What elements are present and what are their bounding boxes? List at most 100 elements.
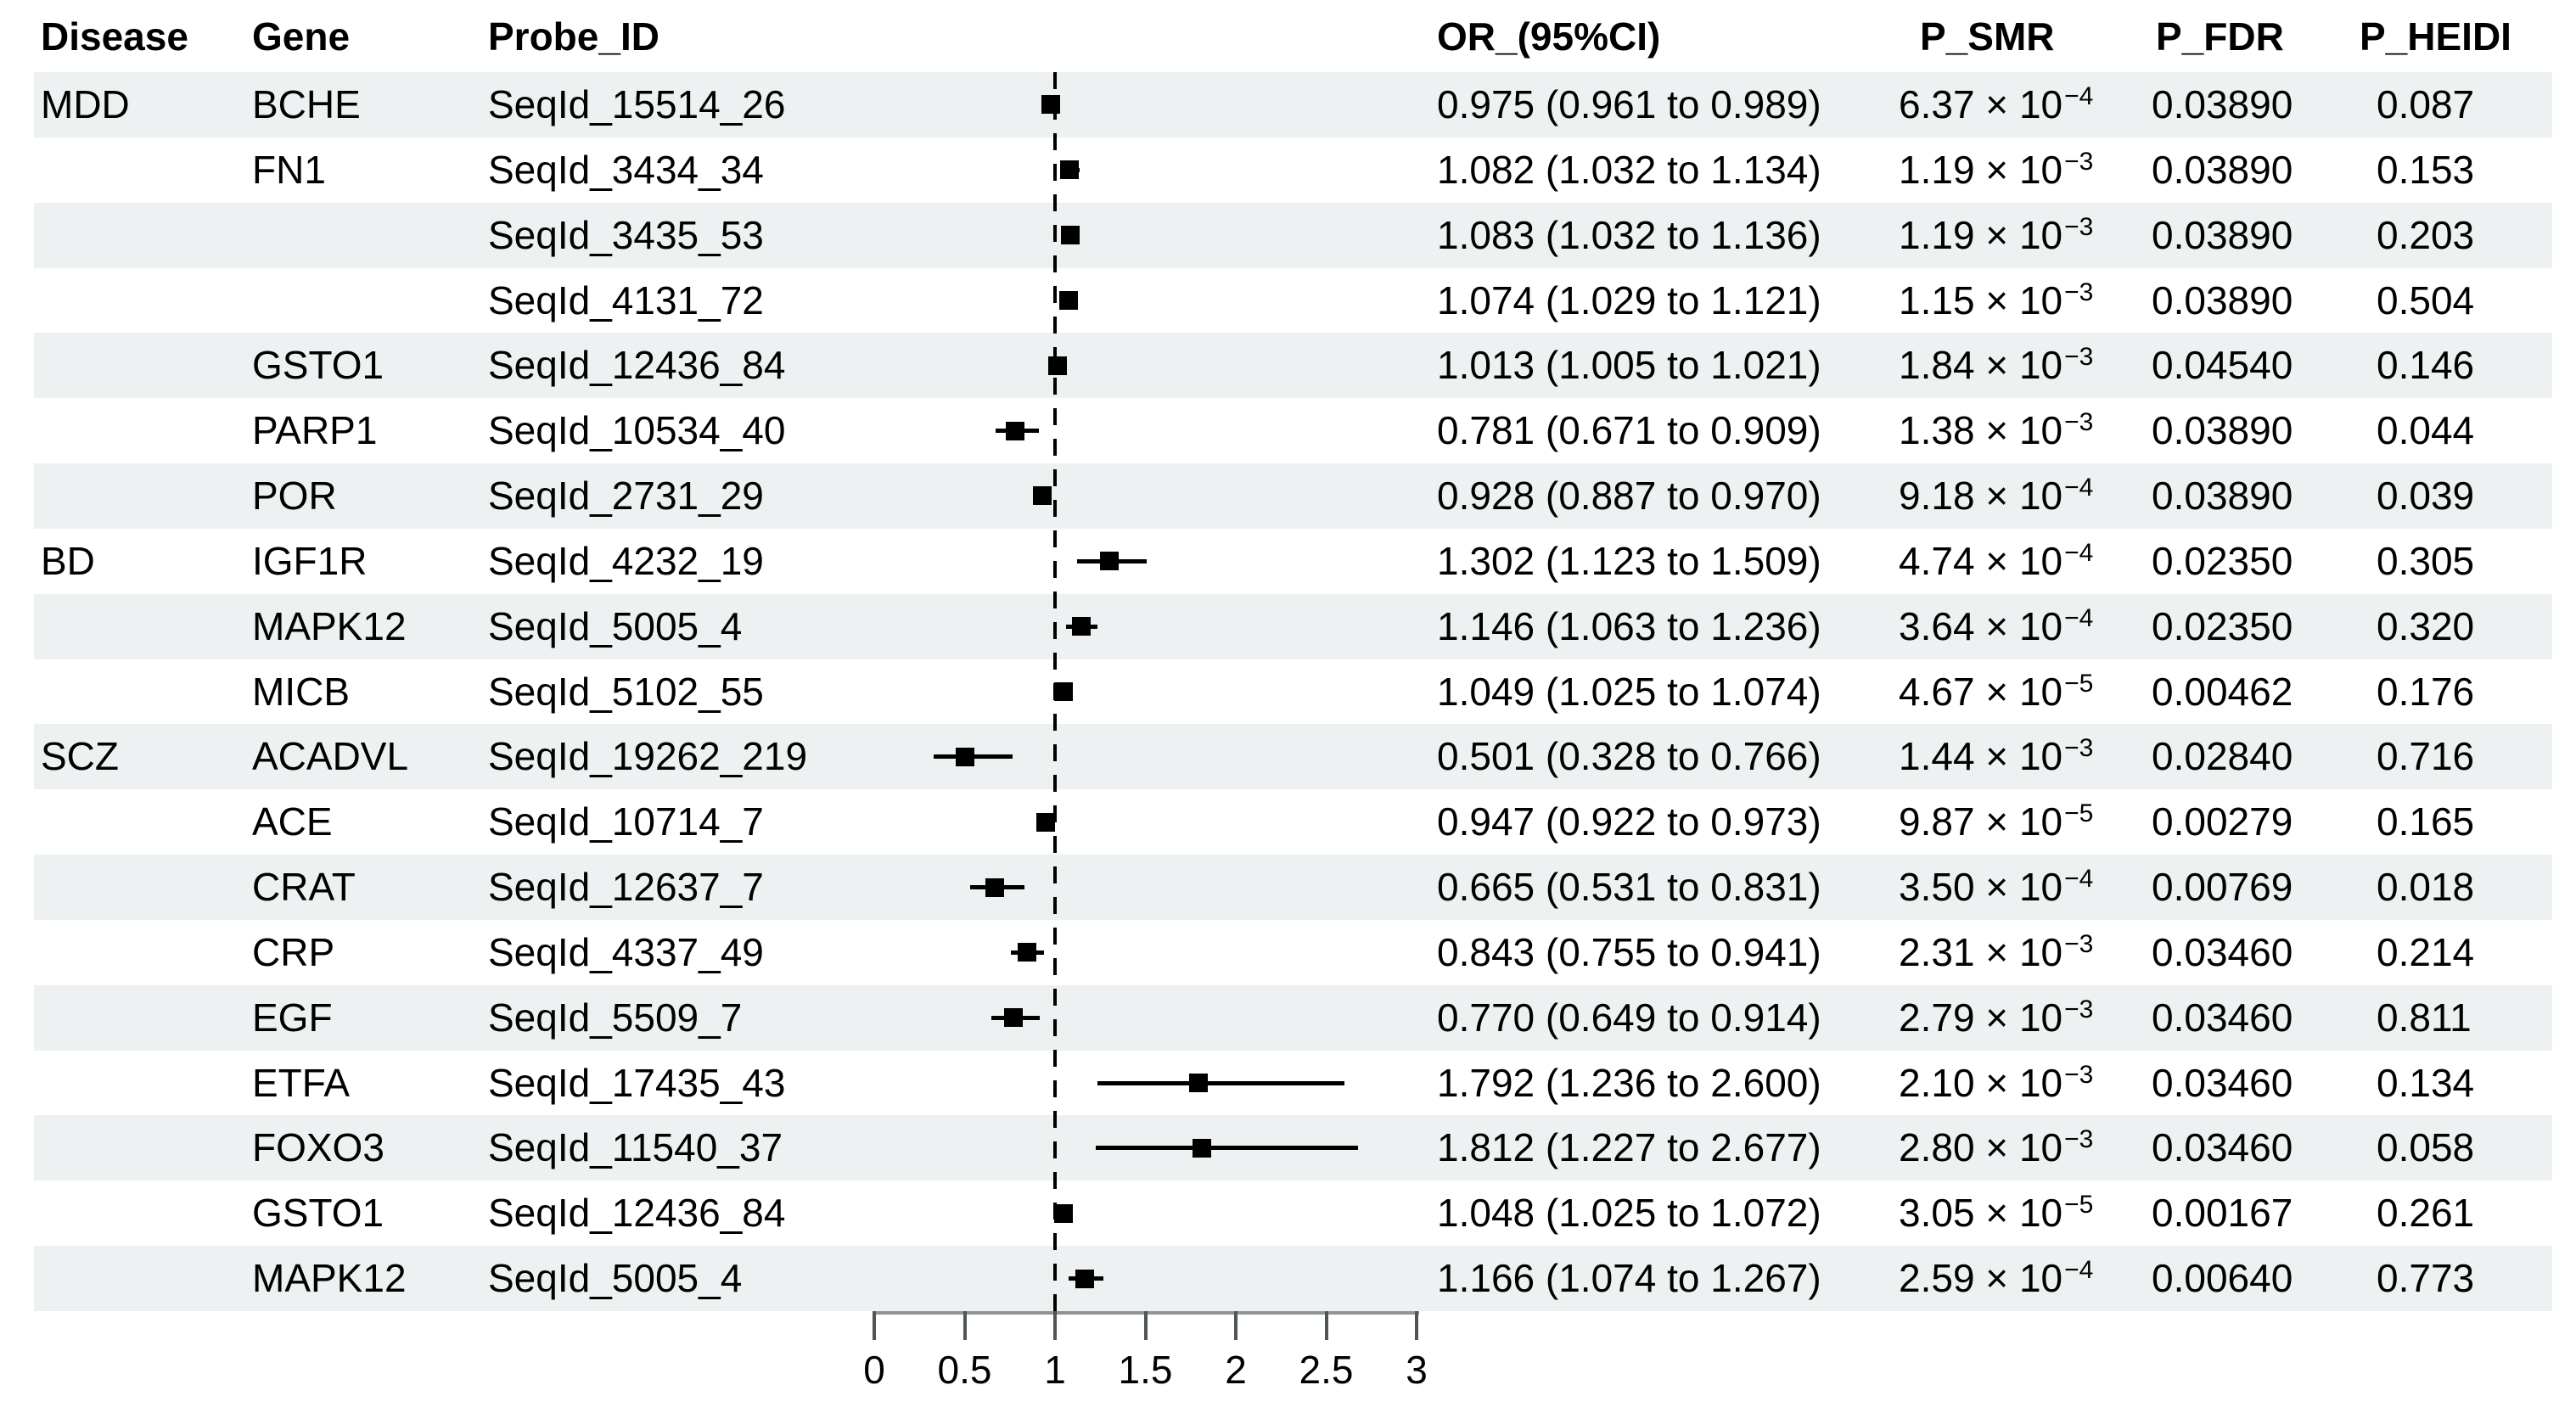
- table-row: FOXO3 SeqId_11540_37 1.812 (1.227 to 2.677…: [0, 1115, 2576, 1181]
- p-fdr-cell: 0.04540: [2152, 343, 2293, 388]
- p-smr-cell: 2.31 × 10−3: [1899, 920, 2093, 985]
- p-fdr-cell: 0.03460: [2152, 995, 2293, 1040]
- p-heidi-cell: 0.176: [2377, 669, 2475, 714]
- forest-plot-cell: [874, 268, 1417, 334]
- reference-line: [1053, 72, 1057, 1311]
- or-ci-cell: 0.781 (0.671 to 0.909): [1437, 408, 1821, 453]
- probe-id-cell: SeqId_3434_34: [488, 147, 764, 192]
- or-ci-cell: 0.975 (0.961 to 0.989): [1437, 82, 1821, 126]
- p-smr-base: 6.37 × 10: [1899, 82, 2063, 126]
- p-heidi-cell: 0.146: [2377, 343, 2475, 388]
- disease-cell: MDD: [41, 82, 130, 126]
- row-shade: [34, 724, 2552, 790]
- p-smr-exponent: −3: [2064, 278, 2094, 306]
- p-smr-exponent: −5: [2064, 799, 2094, 828]
- p-smr-base: 9.18 × 10: [1899, 474, 2063, 519]
- x-axis-tick: [1234, 1311, 1237, 1340]
- p-smr-base: 2.10 × 10: [1899, 1060, 2063, 1105]
- or-marker: [1188, 1074, 1208, 1093]
- or-ci-cell: 1.792 (1.236 to 2.600): [1437, 1060, 1821, 1105]
- forest-plot-cell: [874, 1051, 1417, 1116]
- or-ci-cell: 1.074 (1.029 to 1.121): [1437, 278, 1821, 322]
- or-marker: [1192, 1138, 1211, 1158]
- table-row: POR SeqId_2731_29 0.928 (0.887 to 0.970) 9.…: [0, 463, 2576, 529]
- p-smr-cell: 1.38 × 10−3: [1899, 398, 2093, 463]
- p-heidi-cell: 0.504: [2377, 278, 2475, 322]
- p-heidi-cell: 0.773: [2377, 1256, 2475, 1301]
- gene-cell: ACADVL: [252, 734, 409, 779]
- p-smr-exponent: −3: [2064, 408, 2094, 437]
- probe-id-cell: SeqId_12436_84: [488, 1191, 786, 1236]
- p-smr-cell: 1.84 × 10−3: [1899, 333, 2093, 398]
- forest-plot-cell: [874, 724, 1417, 789]
- x-axis-tick-label: 2: [1225, 1348, 1247, 1392]
- p-smr-exponent: −3: [2064, 147, 2094, 176]
- p-fdr-cell: 0.03890: [2152, 82, 2293, 126]
- column-header-p-smr: P_SMR: [1920, 14, 2055, 59]
- gene-cell: FOXO3: [252, 1125, 384, 1170]
- probe-id-cell: SeqId_2731_29: [488, 474, 764, 519]
- p-smr-base: 2.59 × 10: [1899, 1256, 2063, 1301]
- p-smr-exponent: −5: [2064, 1191, 2094, 1220]
- p-smr-cell: 1.44 × 10−3: [1899, 724, 2093, 789]
- forest-plot-cell: [874, 333, 1417, 398]
- probe-id-cell: SeqId_10714_7: [488, 799, 764, 844]
- or-ci-cell: 0.770 (0.649 to 0.914): [1437, 995, 1821, 1040]
- or-marker: [1004, 1008, 1023, 1028]
- probe-id-cell: SeqId_11540_37: [488, 1125, 783, 1170]
- or-marker: [1041, 95, 1060, 115]
- table-row: GSTO1 SeqId_12436_84 1.048 (1.025 to 1.072…: [0, 1180, 2576, 1246]
- p-smr-base: 1.15 × 10: [1899, 278, 2063, 322]
- p-heidi-cell: 0.087: [2377, 82, 2475, 126]
- gene-cell: GSTO1: [252, 343, 384, 388]
- or-marker: [985, 878, 1004, 897]
- p-fdr-cell: 0.03890: [2152, 278, 2293, 322]
- or-marker: [1054, 681, 1074, 701]
- forest-plot-cell: [874, 1180, 1417, 1246]
- p-smr-cell: 3.05 × 10−5: [1899, 1180, 2093, 1246]
- p-smr-exponent: −4: [2064, 474, 2094, 502]
- p-heidi-cell: 0.261: [2377, 1191, 2475, 1236]
- gene-cell: CRAT: [252, 865, 356, 910]
- or-marker: [1075, 1269, 1095, 1288]
- or-ci-cell: 1.082 (1.032 to 1.134): [1437, 147, 1821, 192]
- x-axis-tick-label: 0: [863, 1348, 885, 1392]
- p-smr-exponent: −3: [2064, 929, 2094, 958]
- probe-id-cell: SeqId_19262_219: [488, 734, 808, 779]
- or-marker: [1058, 290, 1078, 310]
- column-header-disease: Disease: [41, 14, 188, 59]
- p-smr-base: 2.80 × 10: [1899, 1125, 2063, 1170]
- probe-id-cell: SeqId_5102_55: [488, 669, 764, 714]
- p-smr-base: 3.64 × 10: [1899, 603, 2063, 648]
- table-row: CRP SeqId_4337_49 0.843 (0.755 to 0.941) 2.…: [0, 920, 2576, 985]
- row-shade: [34, 1246, 2552, 1311]
- p-heidi-cell: 0.203: [2377, 212, 2475, 257]
- row-shade: [34, 593, 2552, 659]
- p-smr-cell: 1.19 × 10−3: [1899, 137, 2093, 203]
- x-axis-tick-label: 1.5: [1118, 1348, 1173, 1392]
- or-ci-cell: 1.083 (1.032 to 1.136): [1437, 212, 1821, 257]
- table-row: ETFA SeqId_17435_43 1.792 (1.236 to 2.600)…: [0, 1051, 2576, 1116]
- forest-plot-cell: [874, 1246, 1417, 1311]
- p-smr-cell: 2.80 × 10−3: [1899, 1115, 2093, 1180]
- forest-plot-cell: [874, 398, 1417, 463]
- p-smr-exponent: −4: [2064, 82, 2094, 110]
- row-shade: [34, 855, 2552, 920]
- or-marker: [1047, 356, 1067, 375]
- table-row: GSTO1 SeqId_12436_84 1.013 (1.005 to 1.021…: [0, 333, 2576, 399]
- or-marker: [1060, 226, 1080, 245]
- gene-cell: MAPK12: [252, 1256, 407, 1301]
- p-smr-cell: 4.74 × 10−4: [1899, 529, 2093, 594]
- probe-id-cell: SeqId_5509_7: [488, 995, 743, 1040]
- p-heidi-cell: 0.044: [2377, 408, 2475, 453]
- p-smr-exponent: −5: [2064, 669, 2094, 698]
- p-fdr-cell: 0.00640: [2152, 1256, 2293, 1301]
- gene-cell: BCHE: [252, 82, 361, 126]
- or-marker: [955, 747, 974, 766]
- p-heidi-cell: 0.165: [2377, 799, 2475, 844]
- p-smr-cell: 6.37 × 10−4: [1899, 72, 2093, 137]
- forest-plot-cell: [874, 789, 1417, 855]
- forest-plot-cell: [874, 137, 1417, 203]
- p-smr-exponent: −4: [2064, 865, 2094, 894]
- p-smr-base: 2.79 × 10: [1899, 995, 2063, 1040]
